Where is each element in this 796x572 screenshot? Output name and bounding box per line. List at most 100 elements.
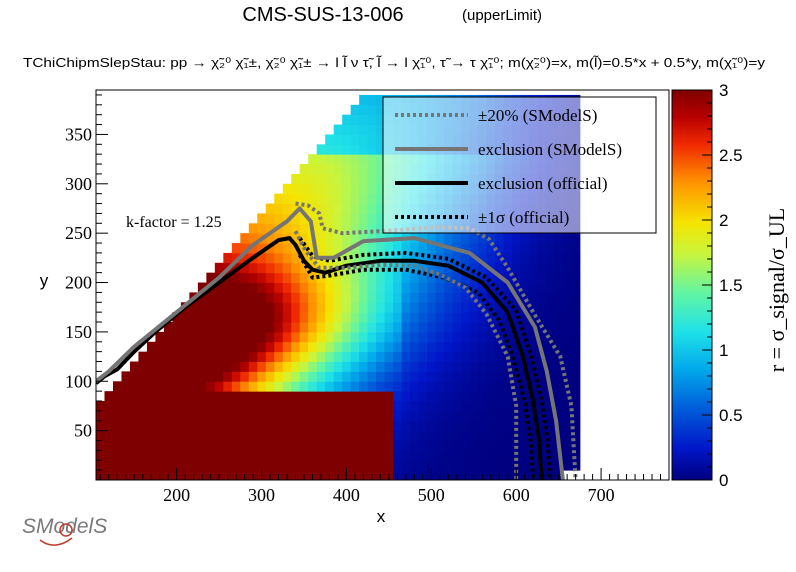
heatmap-cell bbox=[359, 410, 369, 422]
heatmap-cell bbox=[359, 450, 369, 461]
heatmap-cell bbox=[325, 381, 335, 392]
heatmap-cell bbox=[469, 282, 479, 293]
heatmap-cell bbox=[308, 401, 318, 412]
heatmap-cell bbox=[486, 410, 496, 422]
heatmap-cell bbox=[299, 302, 309, 313]
heatmap-cell bbox=[350, 440, 360, 451]
heatmap-cell bbox=[265, 381, 275, 392]
heatmap-cell bbox=[316, 440, 326, 451]
heatmap-cell bbox=[494, 410, 504, 422]
heatmap-cell bbox=[503, 460, 513, 471]
heatmap-cell bbox=[112, 430, 122, 441]
heatmap-cell bbox=[410, 410, 420, 422]
heatmap-cell bbox=[486, 430, 496, 441]
heatmap-cell bbox=[189, 341, 199, 353]
heatmap-cell bbox=[316, 410, 326, 422]
heatmap-cell bbox=[520, 312, 530, 323]
heatmap-cell bbox=[291, 282, 301, 293]
heatmap-cell bbox=[435, 450, 445, 461]
heatmap-cell bbox=[494, 243, 504, 254]
heatmap-cell bbox=[494, 292, 504, 303]
heatmap-cell bbox=[197, 322, 207, 333]
heatmap-cell bbox=[265, 361, 275, 372]
heatmap-cell bbox=[129, 460, 139, 471]
heatmap-cell bbox=[189, 361, 199, 372]
heatmap-cell bbox=[384, 460, 394, 471]
heatmap-cell bbox=[401, 272, 411, 284]
heatmap-cell bbox=[537, 401, 547, 412]
heatmap-cell bbox=[257, 312, 267, 323]
heatmap-cell bbox=[308, 430, 318, 441]
heatmap-cell bbox=[240, 252, 250, 264]
heatmap-cell bbox=[435, 282, 445, 293]
heatmap-cell bbox=[376, 430, 386, 441]
x-tick-label: 600 bbox=[503, 485, 530, 505]
heatmap-cell bbox=[427, 341, 437, 353]
heatmap-cell bbox=[316, 351, 326, 363]
heatmap-cell bbox=[367, 322, 377, 333]
heatmap-cell bbox=[384, 292, 394, 303]
heatmap-cell bbox=[461, 252, 471, 264]
heatmap-cell bbox=[138, 440, 148, 451]
heatmap-cell bbox=[299, 312, 309, 323]
heatmap-cell bbox=[299, 351, 309, 363]
heatmap-cell bbox=[197, 460, 207, 471]
heatmap-cell bbox=[571, 460, 581, 471]
heatmap-cell bbox=[121, 460, 131, 471]
heatmap-cell bbox=[376, 223, 386, 234]
heatmap-cell bbox=[478, 302, 487, 313]
heatmap-cell bbox=[316, 420, 326, 432]
heatmap-cell bbox=[571, 351, 581, 363]
heatmap-cell bbox=[418, 371, 428, 382]
heatmap-cell bbox=[376, 331, 386, 343]
heatmap-cell bbox=[367, 331, 377, 343]
heatmap-cell bbox=[223, 460, 233, 471]
heatmap-cell bbox=[503, 292, 513, 303]
heatmap-cell bbox=[206, 391, 216, 402]
heatmap-cell bbox=[172, 322, 182, 333]
heatmap-cell bbox=[265, 371, 275, 382]
heatmap-cell bbox=[376, 341, 386, 353]
heatmap-cell bbox=[384, 312, 394, 323]
y-axis: 50 100 150 200 250 300 350 bbox=[65, 94, 108, 471]
heatmap-cell bbox=[231, 351, 241, 363]
heatmap-cell bbox=[418, 302, 428, 313]
heatmap-cell bbox=[163, 460, 173, 471]
heatmap-cell bbox=[376, 104, 386, 116]
heatmap-cell bbox=[562, 331, 572, 343]
heatmap-cell bbox=[367, 440, 377, 451]
heatmap-cell bbox=[282, 351, 292, 363]
heatmap-cell bbox=[376, 154, 386, 165]
heatmap-cell bbox=[571, 391, 581, 402]
heatmap-cell bbox=[240, 292, 250, 303]
heatmap-cell bbox=[350, 124, 360, 135]
heatmap-cell bbox=[248, 302, 258, 313]
heatmap-cell bbox=[350, 322, 360, 333]
heatmap-cell bbox=[155, 331, 165, 343]
heatmap-cell bbox=[384, 420, 394, 432]
heatmap-cell bbox=[469, 312, 479, 323]
heatmap-cell bbox=[494, 282, 504, 293]
heatmap-cell bbox=[333, 430, 343, 441]
heatmap-cell bbox=[461, 361, 471, 372]
heatmap-cell bbox=[257, 420, 267, 432]
heatmap-cell bbox=[155, 341, 165, 353]
heatmap-cell bbox=[342, 183, 352, 195]
heatmap-cell bbox=[520, 341, 530, 353]
heatmap-cell bbox=[486, 252, 496, 264]
heatmap-cell bbox=[248, 401, 258, 412]
heatmap-cell bbox=[359, 252, 369, 264]
heatmap-cell bbox=[197, 282, 207, 293]
heatmap-cell bbox=[231, 341, 241, 353]
heatmap-cell bbox=[265, 351, 275, 363]
heatmap-cell bbox=[486, 391, 496, 402]
heatmap-cell bbox=[350, 341, 360, 353]
heatmap-cell bbox=[359, 154, 369, 165]
heatmap-cell bbox=[282, 440, 292, 451]
heatmap-cell bbox=[562, 460, 572, 471]
heatmap-cell bbox=[350, 213, 360, 224]
contour-20-smodels-lower bbox=[293, 230, 519, 480]
heatmap-cell bbox=[461, 243, 471, 254]
heatmap-cell bbox=[333, 173, 343, 185]
heatmap-cell bbox=[146, 401, 156, 412]
